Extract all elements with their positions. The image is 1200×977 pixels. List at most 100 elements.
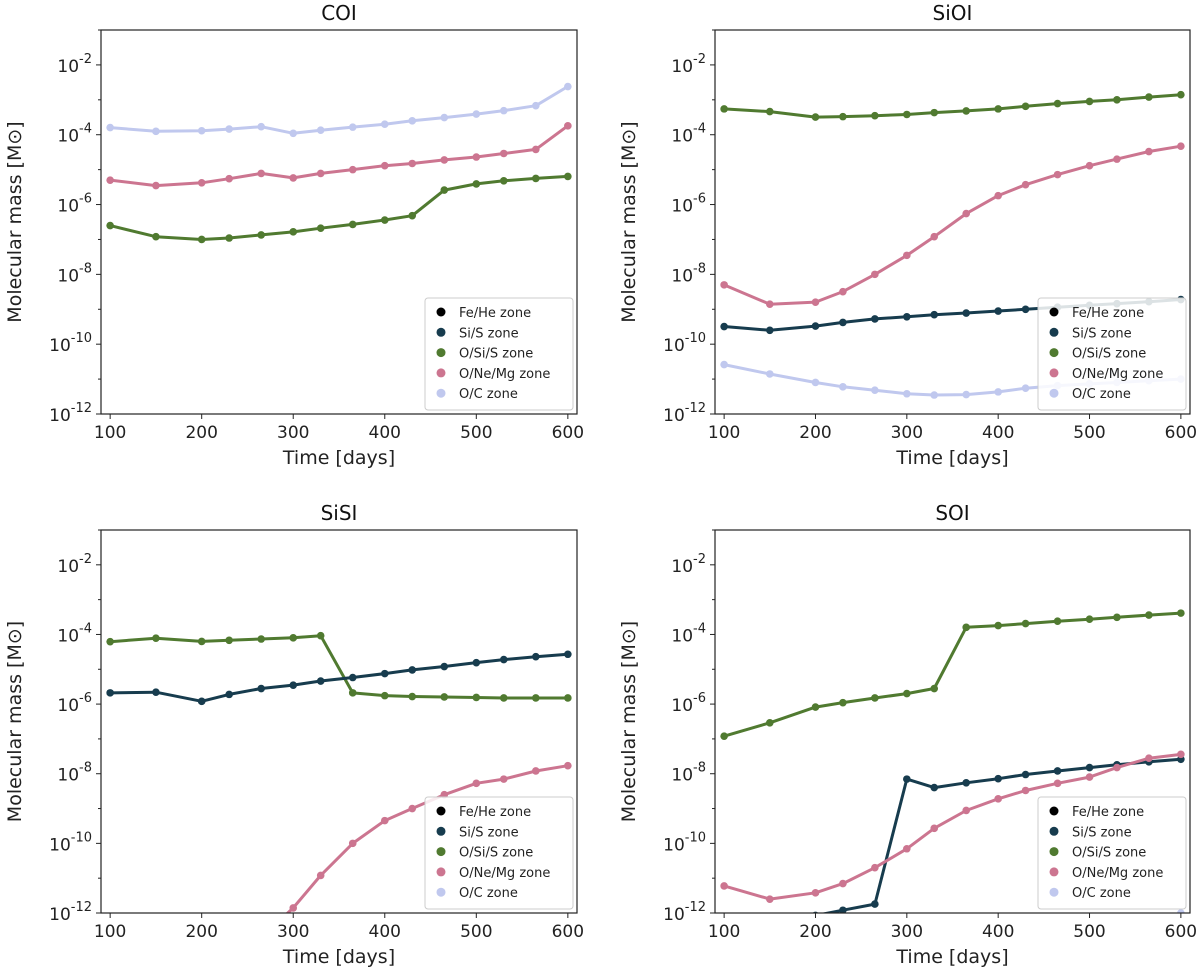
- data-point: [811, 322, 820, 330]
- data-point: [197, 126, 206, 135]
- x-tick-label: 100: [94, 423, 126, 443]
- data-point: [994, 795, 1002, 803]
- legend-label: Si/S zone: [1072, 825, 1132, 840]
- y-tick-label: 10-10: [49, 331, 92, 356]
- x-tick-label: 400: [369, 423, 401, 443]
- data-point: [1145, 611, 1153, 619]
- legend: Fe/He zone Si/S zone O/Si/S zone O/Ne/Mg zo…: [424, 297, 574, 411]
- x-tick-label: 200: [799, 423, 831, 443]
- data-point: [962, 390, 971, 399]
- x-axis-label: Time [days]: [895, 946, 1008, 968]
- data-point: [903, 775, 911, 783]
- y-tick-label: 10-6: [671, 192, 706, 217]
- legend: Fe/He zone Si/S zone O/Si/S zone O/Ne/Mg zo…: [424, 796, 574, 910]
- legend-marker: [1049, 867, 1059, 877]
- data-point: [499, 176, 508, 185]
- series-osis: [720, 609, 1185, 740]
- legend-box: [424, 297, 574, 411]
- data-point: [257, 684, 265, 693]
- data-point: [1021, 305, 1030, 314]
- data-point: [380, 161, 389, 170]
- y-tick-label: 10-6: [671, 691, 706, 716]
- data-point: [839, 906, 847, 913]
- data-point: [499, 149, 508, 158]
- data-point: [257, 122, 265, 131]
- legend-label: Si/S zone: [459, 825, 519, 840]
- x-tick-label: 400: [982, 922, 1014, 942]
- plot-frame: [100, 29, 578, 415]
- x-tick-label: 200: [799, 922, 831, 942]
- data-point: [811, 889, 820, 897]
- data-point: [720, 360, 728, 369]
- y-tick-label: 10-12: [663, 900, 706, 925]
- legend-label: Fe/He zone: [1072, 306, 1144, 321]
- data-point: [152, 127, 160, 136]
- data-point: [440, 186, 449, 194]
- data-point: [499, 775, 508, 783]
- data-point: [257, 169, 265, 178]
- data-point: [1177, 750, 1185, 759]
- x-tick-label: 600: [552, 922, 584, 942]
- legend-label: O/Si/S zone: [1072, 846, 1146, 861]
- legend-label: O/Ne/Mg zone: [1072, 367, 1163, 382]
- series-line: [723, 144, 1182, 306]
- data-point: [962, 309, 971, 317]
- data-point: [289, 634, 298, 642]
- data-point: [839, 879, 847, 888]
- legend-marker: [436, 826, 446, 836]
- y-tick-label: 10-10: [49, 830, 92, 855]
- legend-box: [424, 796, 574, 910]
- series-line: [109, 174, 568, 241]
- legend-label: O/C zone: [1072, 387, 1131, 402]
- x-axis-label: Time [days]: [282, 447, 395, 469]
- data-point: [930, 310, 939, 319]
- series-oc: [1177, 909, 1185, 913]
- data-point: [348, 689, 357, 697]
- data-point: [903, 844, 911, 853]
- data-point: [720, 281, 728, 289]
- data-point: [1113, 155, 1121, 163]
- data-point: [930, 108, 939, 117]
- legend-label: O/Ne/Mg zone: [1072, 866, 1163, 881]
- data-point: [994, 191, 1002, 200]
- data-point: [472, 658, 481, 667]
- data-point: [839, 287, 847, 296]
- data-point: [282, 912, 286, 913]
- x-tick-label: 300: [277, 423, 309, 443]
- legend-label: Fe/He zone: [459, 805, 531, 820]
- data-point: [871, 270, 879, 279]
- plot-frame: [100, 529, 578, 914]
- y-tick-label: 10-10: [663, 830, 706, 855]
- data-point: [348, 165, 357, 174]
- y-tick-label: 10-2: [671, 552, 706, 577]
- data-point: [380, 816, 389, 825]
- y-tick-label: 10-8: [57, 761, 92, 786]
- data-point: [499, 106, 508, 115]
- chart-title: SiSI: [321, 501, 358, 525]
- legend-marker: [1049, 826, 1059, 836]
- data-point: [532, 767, 540, 775]
- data-point: [839, 698, 847, 707]
- x-axis-label: Time [days]: [895, 447, 1008, 469]
- data-point: [380, 120, 389, 129]
- data-point: [994, 388, 1002, 396]
- data-point: [380, 669, 389, 678]
- legend-box: [1037, 297, 1187, 411]
- data-point: [316, 677, 325, 685]
- data-point: [316, 631, 325, 640]
- legend-marker: [1049, 368, 1059, 378]
- data-point: [1177, 909, 1185, 913]
- data-point: [564, 694, 572, 702]
- data-point: [871, 315, 879, 323]
- data-point: [1021, 619, 1030, 628]
- y-tick-label: 10-4: [671, 621, 706, 646]
- data-point: [472, 693, 481, 702]
- data-point: [499, 694, 508, 702]
- data-point: [1021, 770, 1030, 779]
- data-point: [1113, 96, 1121, 104]
- data-point: [930, 232, 939, 241]
- data-point: [720, 732, 728, 740]
- data-point: [564, 172, 572, 181]
- chart-title: SiOI: [933, 1, 973, 25]
- legend-label: Fe/He zone: [459, 306, 531, 321]
